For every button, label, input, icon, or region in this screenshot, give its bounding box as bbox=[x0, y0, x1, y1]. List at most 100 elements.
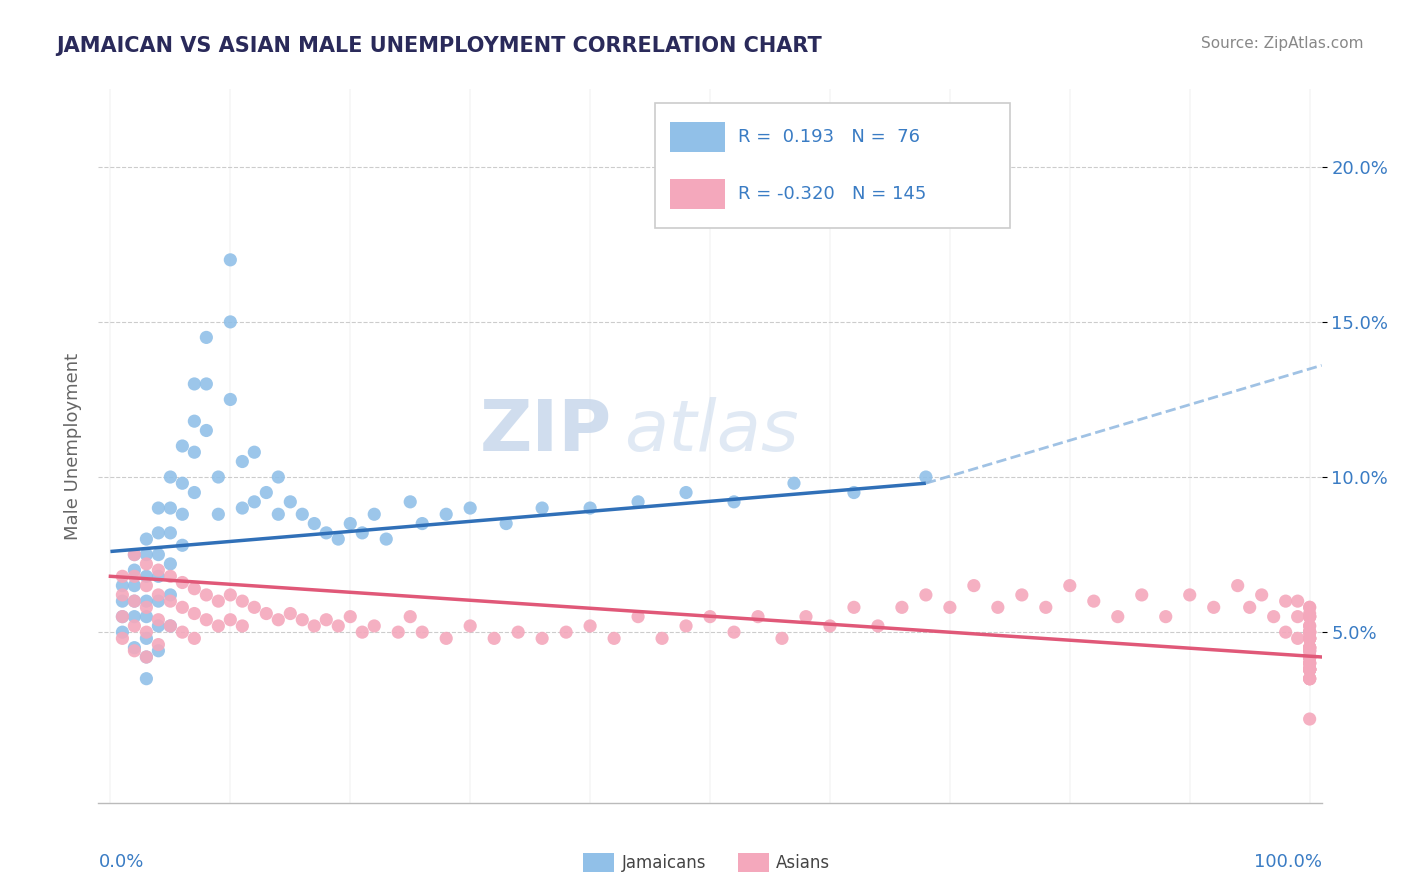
Point bbox=[315, 525, 337, 540]
Point bbox=[172, 476, 194, 491]
Point bbox=[183, 414, 205, 428]
Point bbox=[1298, 609, 1320, 624]
Point bbox=[915, 588, 938, 602]
Point bbox=[783, 476, 806, 491]
Point bbox=[159, 557, 181, 571]
Point bbox=[328, 532, 350, 546]
Point bbox=[267, 508, 290, 522]
Point bbox=[267, 470, 290, 484]
Point bbox=[1286, 632, 1309, 646]
Point bbox=[219, 613, 242, 627]
Point bbox=[387, 625, 409, 640]
Point bbox=[1298, 662, 1320, 676]
Point bbox=[243, 445, 266, 459]
Point bbox=[339, 516, 361, 531]
Point bbox=[1298, 632, 1320, 646]
Point bbox=[111, 579, 134, 593]
Point bbox=[1298, 650, 1320, 665]
Point bbox=[770, 632, 793, 646]
Point bbox=[135, 609, 157, 624]
Point bbox=[1298, 640, 1320, 655]
Point bbox=[1298, 632, 1320, 646]
Point bbox=[219, 392, 242, 407]
Point bbox=[111, 594, 134, 608]
Point bbox=[399, 609, 422, 624]
Point bbox=[482, 632, 505, 646]
Point bbox=[939, 600, 962, 615]
Point bbox=[723, 495, 745, 509]
Point bbox=[375, 532, 398, 546]
Point bbox=[148, 644, 170, 658]
Point bbox=[1298, 650, 1320, 665]
Point bbox=[1059, 579, 1081, 593]
Point bbox=[579, 501, 602, 516]
Point bbox=[1298, 640, 1320, 655]
Point bbox=[1298, 662, 1320, 676]
Point bbox=[675, 485, 697, 500]
Point bbox=[1239, 600, 1261, 615]
Point bbox=[111, 569, 134, 583]
Point bbox=[1298, 640, 1320, 655]
Point bbox=[1083, 594, 1105, 608]
Point bbox=[495, 516, 517, 531]
Point bbox=[363, 508, 385, 522]
Point bbox=[1298, 625, 1320, 640]
Point bbox=[111, 625, 134, 640]
Point bbox=[1298, 619, 1320, 633]
Point bbox=[1298, 609, 1320, 624]
Point bbox=[1298, 644, 1320, 658]
Point bbox=[219, 315, 242, 329]
Point bbox=[231, 454, 253, 468]
Text: 0.0%: 0.0% bbox=[98, 853, 143, 871]
Point bbox=[267, 613, 290, 627]
Point bbox=[159, 501, 181, 516]
Point bbox=[1286, 609, 1309, 624]
Point bbox=[1107, 609, 1129, 624]
Point bbox=[1298, 656, 1320, 670]
Text: 100.0%: 100.0% bbox=[1254, 853, 1322, 871]
Point bbox=[183, 485, 205, 500]
Point bbox=[328, 619, 350, 633]
Point bbox=[1298, 625, 1320, 640]
Point bbox=[172, 600, 194, 615]
Point bbox=[148, 569, 170, 583]
Point bbox=[195, 376, 218, 391]
Point bbox=[399, 495, 422, 509]
Point bbox=[818, 619, 841, 633]
Point bbox=[434, 508, 457, 522]
Point bbox=[352, 525, 374, 540]
Point bbox=[531, 501, 554, 516]
Point bbox=[111, 609, 134, 624]
Point bbox=[159, 619, 181, 633]
Point bbox=[172, 508, 194, 522]
Point bbox=[124, 579, 146, 593]
Point bbox=[915, 470, 938, 484]
Point bbox=[1263, 609, 1285, 624]
Point bbox=[890, 600, 912, 615]
Point bbox=[555, 625, 578, 640]
Point bbox=[627, 495, 650, 509]
Point bbox=[148, 613, 170, 627]
Point bbox=[339, 609, 361, 624]
Point bbox=[1298, 672, 1320, 686]
Point bbox=[195, 330, 218, 344]
Point bbox=[172, 575, 194, 590]
Point bbox=[195, 424, 218, 438]
Point bbox=[603, 632, 626, 646]
Point bbox=[627, 609, 650, 624]
Point bbox=[1298, 650, 1320, 665]
Y-axis label: Male Unemployment: Male Unemployment bbox=[63, 352, 82, 540]
Point bbox=[842, 600, 865, 615]
Point bbox=[1298, 650, 1320, 665]
Point bbox=[111, 632, 134, 646]
Point bbox=[124, 594, 146, 608]
Point bbox=[148, 548, 170, 562]
Point bbox=[315, 613, 337, 627]
Text: Source: ZipAtlas.com: Source: ZipAtlas.com bbox=[1201, 36, 1364, 51]
Point bbox=[148, 638, 170, 652]
Point bbox=[207, 470, 229, 484]
Point bbox=[363, 619, 385, 633]
Point bbox=[1274, 625, 1296, 640]
Point bbox=[1298, 625, 1320, 640]
Point bbox=[699, 609, 721, 624]
